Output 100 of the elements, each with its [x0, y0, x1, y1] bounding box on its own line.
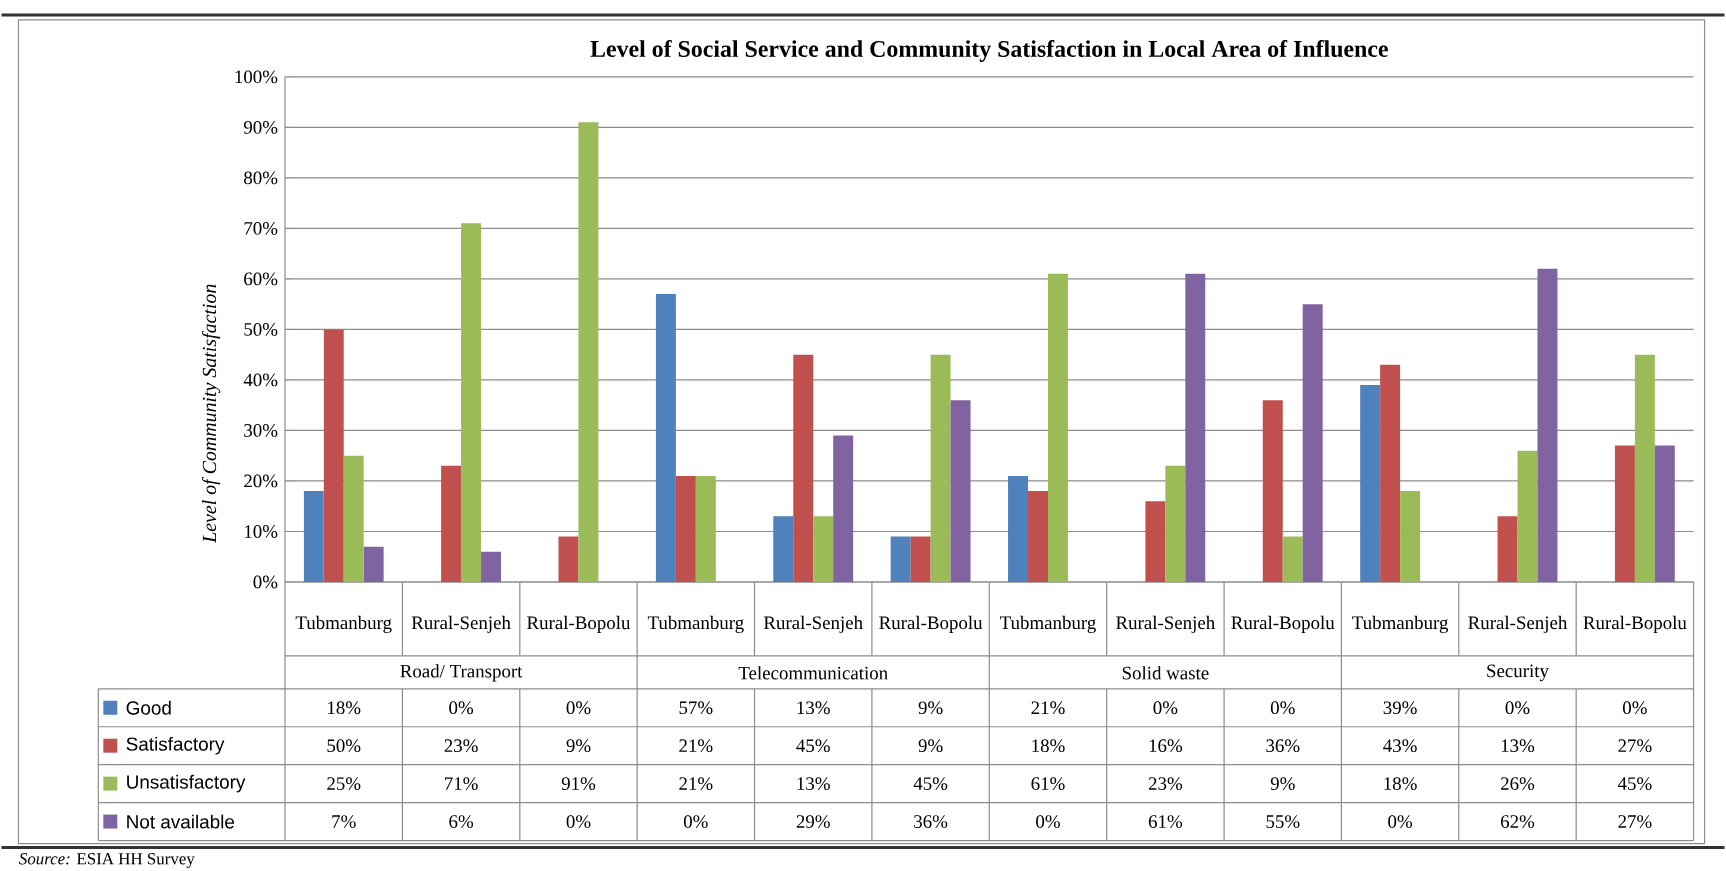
bar — [1302, 303, 1323, 582]
data-label: 13% — [797, 701, 830, 714]
data-label: 18% — [1384, 776, 1417, 790]
data-label: 0% — [1153, 701, 1178, 714]
data-label: 23% — [444, 739, 478, 752]
y-tick-label: 30% — [244, 423, 278, 437]
bar — [1145, 500, 1166, 582]
y-tick-label: 20% — [244, 474, 278, 488]
x-tick-label: Rural-Senjeh — [763, 615, 863, 633]
bar — [1537, 268, 1558, 582]
data-label: 45% — [913, 776, 948, 790]
data-label: 23% — [1148, 776, 1183, 790]
data-label: 13% — [797, 776, 830, 790]
bar — [1517, 450, 1538, 582]
x-tick-label: Rural-Senjeh — [1468, 615, 1568, 633]
text: Telecommunication — [738, 665, 888, 680]
legend-label: Not available — [127, 814, 235, 829]
x-tick-label: Tubmanburg — [647, 615, 744, 633]
x-tick-label: Tubmanburg — [1000, 615, 1096, 633]
data-label: 43% — [1383, 739, 1417, 752]
y-tick-label: 80% — [244, 171, 278, 185]
data-label: 21% — [679, 739, 713, 752]
data-label: 6% — [449, 814, 474, 828]
y-tick-label: 40% — [243, 373, 278, 387]
data-label: 18% — [328, 701, 361, 714]
bar — [1380, 364, 1401, 582]
data-label: 9% — [566, 739, 591, 752]
bar — [1634, 354, 1655, 582]
data-label: 45% — [1617, 776, 1652, 790]
y-tick-label: 90% — [243, 120, 278, 134]
bar — [1654, 445, 1675, 582]
x-tick-label: Rural-Bopolu — [1583, 615, 1687, 633]
data-label: 13% — [1501, 739, 1535, 752]
bar — [950, 399, 971, 582]
data-label: 29% — [796, 814, 830, 828]
bar — [303, 490, 324, 582]
data-label: 45% — [796, 739, 830, 752]
data-label: 61% — [1148, 814, 1183, 828]
data-label: 27% — [1618, 739, 1652, 752]
y-tick-label: 50% — [244, 322, 278, 336]
bar — [578, 122, 599, 582]
bar — [695, 475, 716, 582]
y-axis-title: Level of Community Satisfaction — [201, 284, 221, 543]
data-label: 16% — [1149, 739, 1183, 752]
text: Source: ESIA HH Survey — [19, 852, 195, 868]
x-tick-label: Rural-Bopolu — [1231, 615, 1335, 633]
bar — [1008, 475, 1029, 582]
data-label: 0% — [1505, 701, 1530, 714]
bar — [1497, 516, 1518, 582]
bar — [1185, 273, 1206, 582]
data-label: 71% — [445, 776, 478, 790]
data-label: 7% — [332, 814, 356, 828]
bar — [1360, 384, 1381, 582]
data-label: 0% — [566, 701, 591, 714]
data-label: 50% — [327, 739, 361, 752]
bar — [1282, 536, 1303, 582]
bar — [890, 536, 911, 582]
bar — [1028, 490, 1048, 582]
y-tick-label: 60% — [244, 272, 278, 286]
bar — [481, 551, 502, 582]
x-tick-label: Tubmanburg — [1352, 615, 1449, 633]
data-label: 0% — [449, 701, 474, 714]
data-label: 26% — [1501, 776, 1535, 790]
bar — [675, 475, 696, 582]
x-tick-label: Rural-Senjeh — [411, 615, 511, 633]
data-label: 0% — [1270, 701, 1295, 714]
data-label: 55% — [1266, 814, 1300, 828]
data-label: 0% — [1388, 814, 1413, 828]
data-label: 18% — [1032, 739, 1065, 752]
data-label: 9% — [918, 739, 943, 752]
bar — [1165, 465, 1186, 582]
data-label: 0% — [1623, 701, 1647, 714]
bar — [323, 329, 344, 582]
y-tick-label: 10% — [245, 524, 278, 538]
data-label: 61% — [1031, 776, 1065, 790]
bar — [441, 465, 462, 582]
bar — [773, 516, 794, 582]
bar — [558, 536, 579, 582]
text: Security — [1487, 664, 1549, 681]
data-label: 0% — [683, 814, 708, 828]
bar — [833, 435, 854, 582]
chart-title: Level of Social Service and Community Satisfaction in Local Area of Influence — [590, 39, 1388, 62]
data-label: 62% — [1500, 814, 1535, 828]
data-label: 0% — [1036, 814, 1060, 828]
data-label: 57% — [679, 701, 713, 714]
data-label: 9% — [1270, 776, 1295, 790]
bar — [363, 546, 384, 582]
bar — [930, 354, 951, 582]
x-tick-label: Rural-Bopolu — [879, 615, 983, 633]
bar — [343, 455, 364, 582]
x-tick-label: Tubmanburg — [295, 615, 392, 633]
data-label: 25% — [327, 776, 361, 790]
x-tick-label: Rural-Senjeh — [1116, 615, 1215, 633]
y-tick-label: 0% — [253, 575, 278, 589]
data-label: 39% — [1383, 701, 1417, 714]
bar — [1262, 399, 1283, 582]
bar — [793, 354, 814, 582]
data-label: 27% — [1618, 814, 1652, 828]
y-tick-label: 100% — [235, 70, 278, 84]
data-label: 0% — [566, 814, 591, 828]
